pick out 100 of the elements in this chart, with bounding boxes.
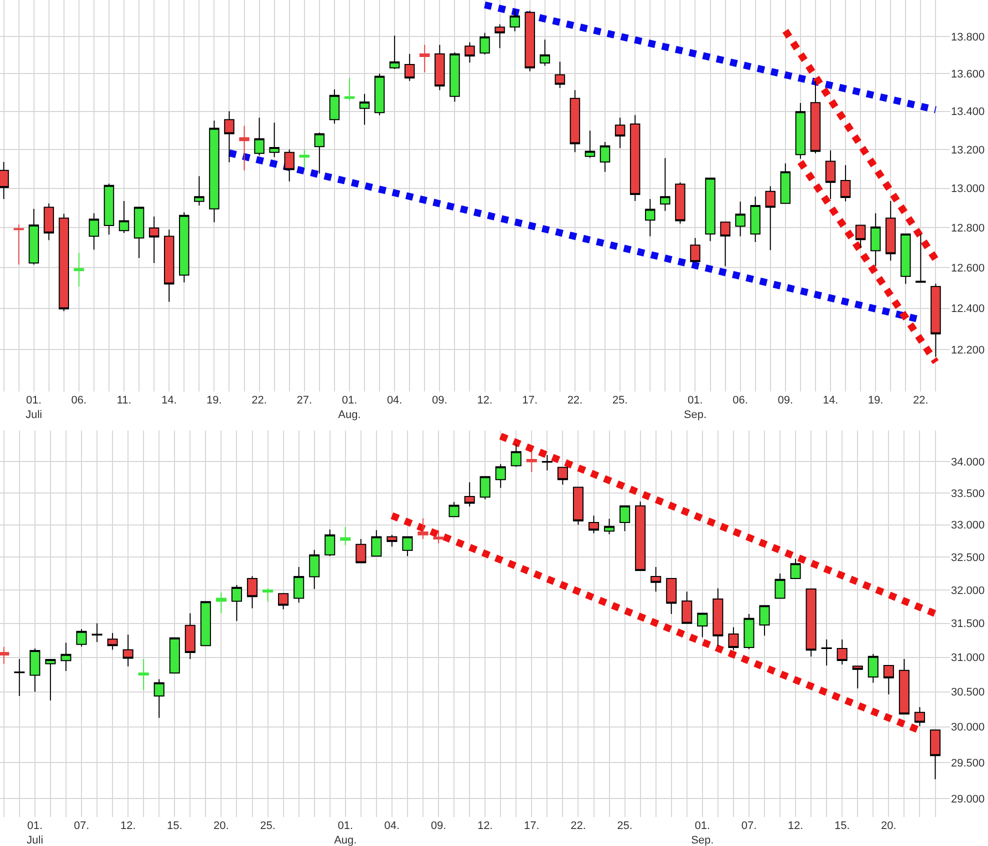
x-tick-label: 01. Juli — [26, 394, 42, 421]
y-tick-label: 13.600 — [951, 68, 985, 80]
y-tick-label: 31.000 — [951, 652, 985, 664]
candlestick — [494, 24, 505, 49]
candlestick — [690, 237, 700, 262]
candlestick — [666, 578, 677, 614]
y-tick-label: 33.000 — [951, 520, 985, 532]
x-tick-label: 20. — [214, 820, 229, 832]
candlestick — [495, 464, 506, 488]
candlestick — [44, 202, 54, 241]
y-tick-label: 32.500 — [951, 552, 985, 564]
y-tick-label: 30.000 — [951, 722, 985, 734]
candlestick — [464, 482, 475, 507]
candlestick — [356, 538, 366, 564]
candlestick — [402, 536, 413, 557]
candlestick — [510, 444, 522, 468]
candlestick — [344, 77, 355, 101]
candlestick — [825, 150, 836, 200]
y-tick-label: 34.000 — [951, 456, 985, 468]
x-tick-label: 12. — [477, 820, 493, 832]
candlestick — [209, 120, 220, 223]
candlestick — [104, 183, 114, 236]
x-tick-label: 01. Sep. — [691, 820, 714, 846]
candlestick — [404, 53, 415, 82]
candlestick — [0, 646, 10, 664]
x-tick-label: 04. — [384, 820, 400, 832]
candlestick — [930, 729, 941, 780]
y-tick-label: 13.800 — [951, 31, 985, 44]
candlestick — [542, 454, 552, 471]
candlestick — [284, 148, 294, 182]
candlestick — [759, 605, 770, 636]
candlestick — [74, 252, 84, 287]
candlestick — [697, 612, 708, 638]
y-tick-label: 30.500 — [951, 686, 985, 699]
candlestick — [584, 130, 596, 158]
candlestick — [883, 664, 894, 695]
x-tick-label: 01. Aug. — [334, 820, 357, 846]
candlestick — [570, 90, 580, 153]
x-tick-label: 01. Aug. — [338, 394, 361, 421]
candlestick — [806, 588, 816, 658]
candlestick — [705, 178, 716, 242]
candlestick — [480, 476, 490, 500]
y-tick-label: 13.400 — [951, 106, 985, 118]
x-tick-label: 25. — [617, 820, 632, 832]
x-tick-label: 12. — [788, 820, 804, 832]
candlestick — [107, 632, 118, 650]
candlestick — [855, 224, 866, 248]
candlestick — [870, 212, 881, 267]
candlestick — [164, 229, 174, 302]
candlestick — [14, 224, 24, 266]
candlestick — [386, 534, 398, 548]
y-tick-label: 12.600 — [951, 262, 985, 274]
candlestick — [795, 102, 806, 160]
x-tick-label: 17. — [524, 820, 540, 832]
candlestick — [278, 593, 289, 610]
y-tick-label: 12.200 — [951, 344, 985, 356]
y-tick-label: 12.800 — [951, 222, 985, 234]
x-tick-label: 11. — [116, 394, 132, 407]
x-tick-label: 22. — [570, 820, 586, 832]
candlestick — [557, 466, 568, 486]
x-tick-label: 04. — [386, 394, 402, 407]
candlestick — [588, 515, 600, 534]
x-tick-label: 25. — [612, 394, 628, 407]
candlestick — [916, 234, 926, 283]
candlestick — [28, 208, 39, 266]
candlestick — [374, 73, 385, 116]
candlestick — [852, 666, 863, 689]
x-tick-label: 15. — [166, 820, 182, 832]
candlestick — [371, 530, 382, 557]
x-tick-label: 06. — [732, 394, 748, 407]
candlestick — [239, 125, 250, 171]
candlestick — [448, 501, 460, 518]
y-tick-label: 13.000 — [951, 183, 985, 196]
candlestick — [324, 529, 336, 557]
y-tick-label: 13.200 — [951, 144, 985, 156]
x-tick-label: 15. — [834, 820, 850, 832]
x-tick-label: 09. — [430, 820, 446, 832]
x-tick-label: 14. — [161, 394, 177, 407]
x-tick-label: 22. — [913, 394, 928, 407]
candlestick — [246, 576, 258, 609]
candlestick — [329, 88, 340, 124]
candlestick — [744, 613, 754, 650]
candlestick — [840, 164, 851, 202]
candlestick — [148, 216, 160, 264]
candlestick — [299, 148, 310, 169]
candlestick — [682, 591, 692, 624]
candlestick — [510, 10, 520, 32]
x-tick-label: 19. — [206, 394, 222, 407]
candlestick — [134, 206, 144, 258]
candlestick — [231, 584, 242, 622]
candlestick — [735, 201, 746, 237]
candlestick — [604, 518, 615, 535]
candlestick — [540, 39, 550, 66]
candlestick — [765, 186, 776, 251]
y-tick-label: 29.500 — [951, 757, 985, 770]
y-tick-label: 12.400 — [951, 303, 985, 316]
candlestick — [524, 10, 535, 72]
x-tick-label: 19. — [868, 394, 884, 407]
x-tick-label: 22. — [252, 394, 267, 407]
candlestick — [930, 283, 941, 358]
